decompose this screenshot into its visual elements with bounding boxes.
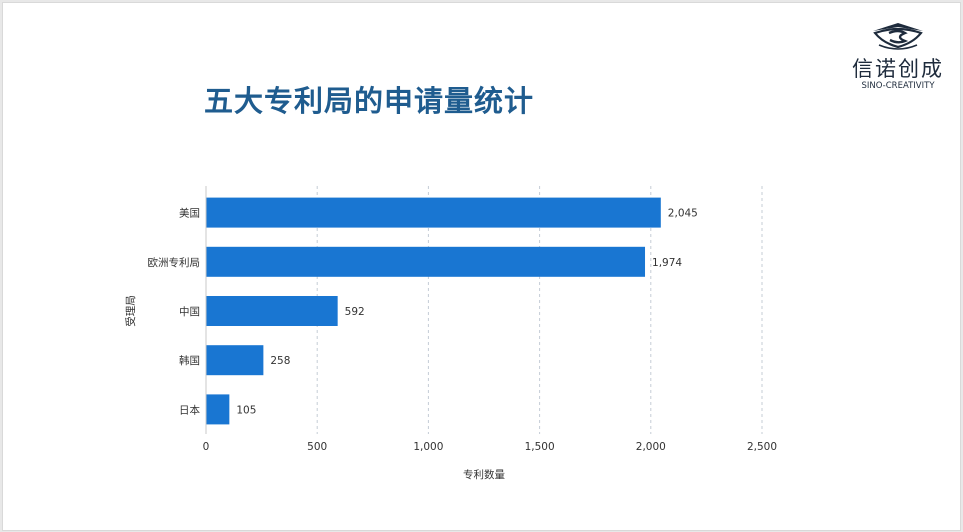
y-tick-label: 日本 [179,403,200,416]
bar [206,197,661,228]
bar-value-label: 592 [345,306,365,318]
x-tick-label: 2,000 [636,441,666,453]
logo-name-cn: 信诺创成 [852,57,944,81]
x-tick-label: 2,500 [747,441,777,453]
y-tick-label: 欧洲专利局 [148,256,201,269]
bar [206,246,646,277]
x-tick-label: 0 [203,441,210,453]
bar-value-label: 1,974 [652,257,682,269]
y-tick-label: 美国 [179,207,200,220]
bar [206,296,338,326]
chart-value-labels: 2,045 1,974 592 258 105 [236,208,698,417]
x-axis-title: 专利数量 [463,468,505,481]
x-tick-label: 500 [307,441,327,453]
y-tick-label: 中国 [179,305,200,318]
sino-creativity-logo-icon [873,23,923,50]
x-tick-label: 1,000 [413,441,443,453]
chart-x-tick-labels: 0 500 1,000 1,500 2,000 2,500 [203,441,777,453]
bar-value-label: 105 [236,404,256,416]
x-tick-label: 1,500 [525,441,555,453]
page-title: 五大专利局的申请量统计 [204,84,535,118]
bar-value-label: 258 [270,355,290,367]
bar [206,394,230,425]
bar [206,345,264,376]
y-axis-title: 受理局 [125,295,137,327]
y-tick-label: 韩国 [179,354,200,367]
chart-grid [316,186,763,434]
company-logo: 信诺创成 SINO-CREATIVITY [839,19,957,97]
bar-value-label: 2,045 [668,208,698,220]
chart-bars [206,197,661,425]
logo-name-en: SINO-CREATIVITY [861,81,935,91]
